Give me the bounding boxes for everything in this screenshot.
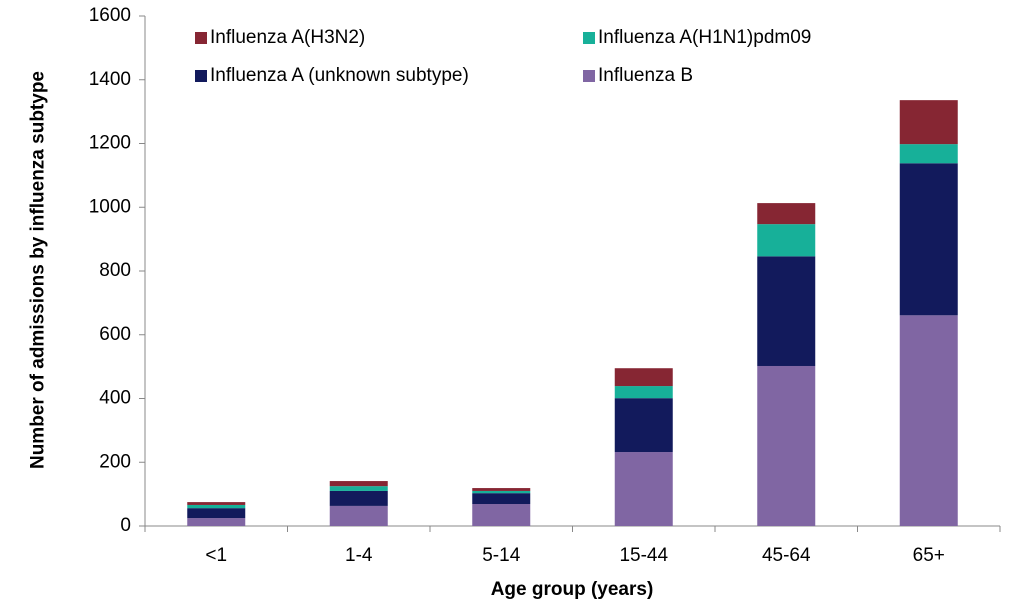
bar-segment bbox=[187, 502, 246, 505]
y-tick-label: 1200 bbox=[89, 133, 131, 154]
x-tick-label: 1-4 bbox=[345, 545, 373, 566]
legend-label: Influenza A(H3N2) bbox=[210, 27, 365, 48]
bar-segment bbox=[899, 144, 958, 164]
bar-segment bbox=[614, 452, 673, 526]
legend-label: Influenza B bbox=[598, 65, 693, 86]
y-tick-label: 1600 bbox=[89, 5, 131, 26]
legend-label: Influenza A(H1N1)pdm09 bbox=[598, 27, 811, 48]
y-tick-label: 0 bbox=[120, 515, 131, 536]
bar-segment bbox=[472, 490, 531, 494]
x-tick-label: 15-44 bbox=[619, 545, 668, 566]
bar-segment bbox=[757, 365, 816, 526]
bar-segment bbox=[329, 490, 388, 506]
bar-segment bbox=[329, 486, 388, 491]
x-tick-label: 45-64 bbox=[762, 545, 811, 566]
bar-segment bbox=[614, 368, 673, 387]
bar-segment bbox=[757, 203, 816, 225]
bar-segment bbox=[329, 505, 388, 526]
x-axis-label: Age group (years) bbox=[491, 579, 654, 600]
legend-swatch bbox=[195, 32, 207, 44]
bar-segment bbox=[757, 224, 816, 257]
bar-segment bbox=[187, 504, 246, 509]
bar-segment bbox=[899, 163, 958, 316]
bar-segment bbox=[899, 315, 958, 526]
bar-segment bbox=[329, 481, 388, 487]
x-tick-label: <1 bbox=[205, 545, 227, 566]
bar-segment bbox=[187, 518, 246, 526]
y-axis-label: Number of admissions by influenza subtyp… bbox=[27, 71, 49, 470]
y-tick-label: 400 bbox=[99, 388, 131, 409]
y-tick-label: 800 bbox=[99, 260, 131, 281]
bar-segment bbox=[899, 100, 958, 145]
bar-segment bbox=[757, 256, 816, 366]
bar-segment bbox=[472, 504, 531, 526]
bar-segment bbox=[187, 508, 246, 519]
legend-swatch bbox=[583, 70, 595, 82]
bar-segment bbox=[614, 398, 673, 453]
y-tick-label: 1400 bbox=[89, 69, 131, 90]
bar-segment bbox=[472, 488, 531, 491]
legend-swatch bbox=[195, 70, 207, 82]
legend-label: Influenza A (unknown subtype) bbox=[210, 65, 469, 86]
x-tick-label: 5-14 bbox=[482, 545, 520, 566]
bar-segment bbox=[614, 386, 673, 399]
y-tick-label: 200 bbox=[99, 451, 131, 472]
x-tick-label: 65+ bbox=[913, 545, 945, 566]
legend-swatch bbox=[583, 32, 595, 44]
y-tick-label: 1000 bbox=[89, 196, 131, 217]
y-tick-label: 600 bbox=[99, 324, 131, 345]
bar-segment bbox=[472, 493, 531, 505]
